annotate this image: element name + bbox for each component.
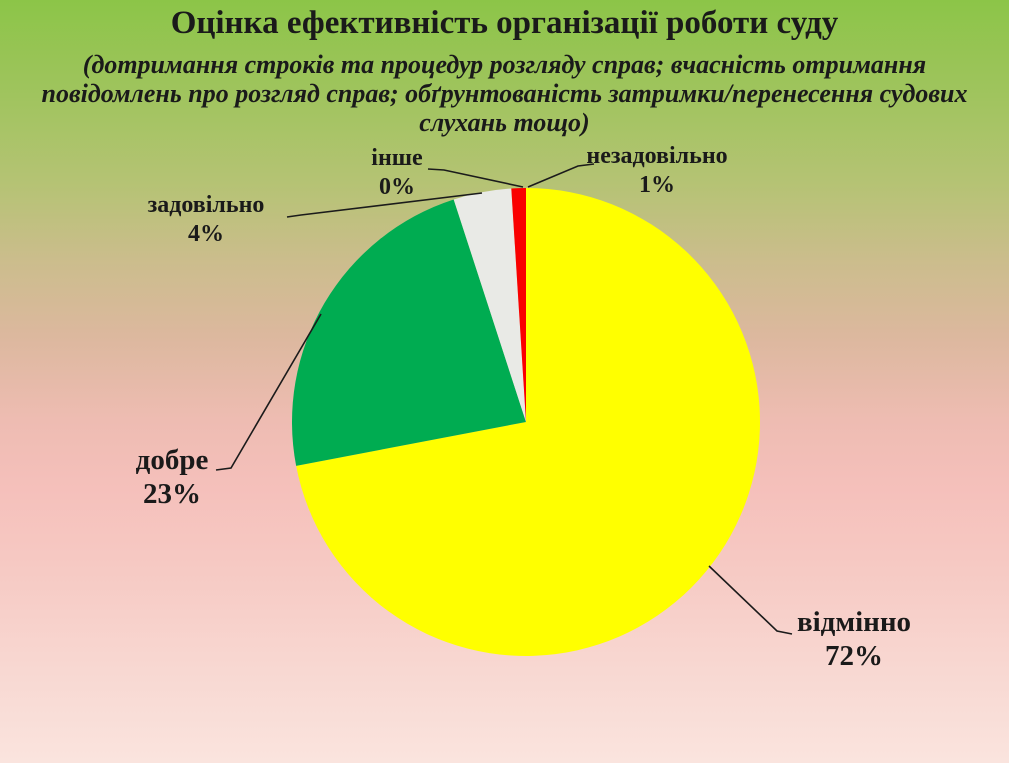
- pie-slice-3: [511, 188, 526, 422]
- slice-label-dobre: добре 23%: [136, 443, 209, 511]
- slice-label-nezadovilno: незадовільно 1%: [586, 142, 727, 200]
- slice-label-name: відмінно: [796, 606, 912, 638]
- leader-line-vidminno: [708, 565, 793, 635]
- slice-label-value: 23%: [142, 478, 201, 510]
- chart-subtitle-line-3: слухань тощо): [419, 108, 590, 137]
- leader-lines: [215, 163, 793, 635]
- slice-label-inshe: інше 0%: [371, 144, 422, 202]
- chart-subtitle: (дотримання строків та процедур розгляду…: [0, 50, 1009, 137]
- leader-line-dobre: [215, 313, 322, 471]
- slice-label-name: добре: [135, 444, 209, 476]
- slice-label-value: 1%: [639, 172, 675, 198]
- slice-label-name: незадовільно: [586, 143, 728, 169]
- slice-label-name: задовільно: [147, 192, 265, 218]
- slice-label-name: інше: [371, 145, 423, 171]
- slice-label-value: 0%: [378, 174, 415, 200]
- chart-subtitle-line-1: (дотримання строків та процедур розгляду…: [82, 50, 927, 79]
- pie-slice-2: [453, 188, 526, 422]
- pie-slice-0: [296, 188, 760, 656]
- chart-subtitle-line-2: повідомлень про розгляд справ; обґрунтов…: [41, 79, 968, 108]
- slice-label-value: 4%: [188, 221, 224, 247]
- pie-slice-1: [291, 199, 526, 466]
- slice-label-value: 72%: [825, 640, 883, 672]
- leader-line-zadovilno: [286, 192, 483, 218]
- slice-label-zadovilno: задовільно 4%: [148, 191, 265, 249]
- leader-line-nezadovilno: [527, 163, 595, 188]
- chart-title: Оцінка ефективність організації роботи с…: [170, 5, 839, 41]
- pie-slices: [291, 188, 760, 656]
- slice-label-vidminno: відмінно 72%: [797, 605, 911, 673]
- leader-line-inshe: [427, 168, 524, 188]
